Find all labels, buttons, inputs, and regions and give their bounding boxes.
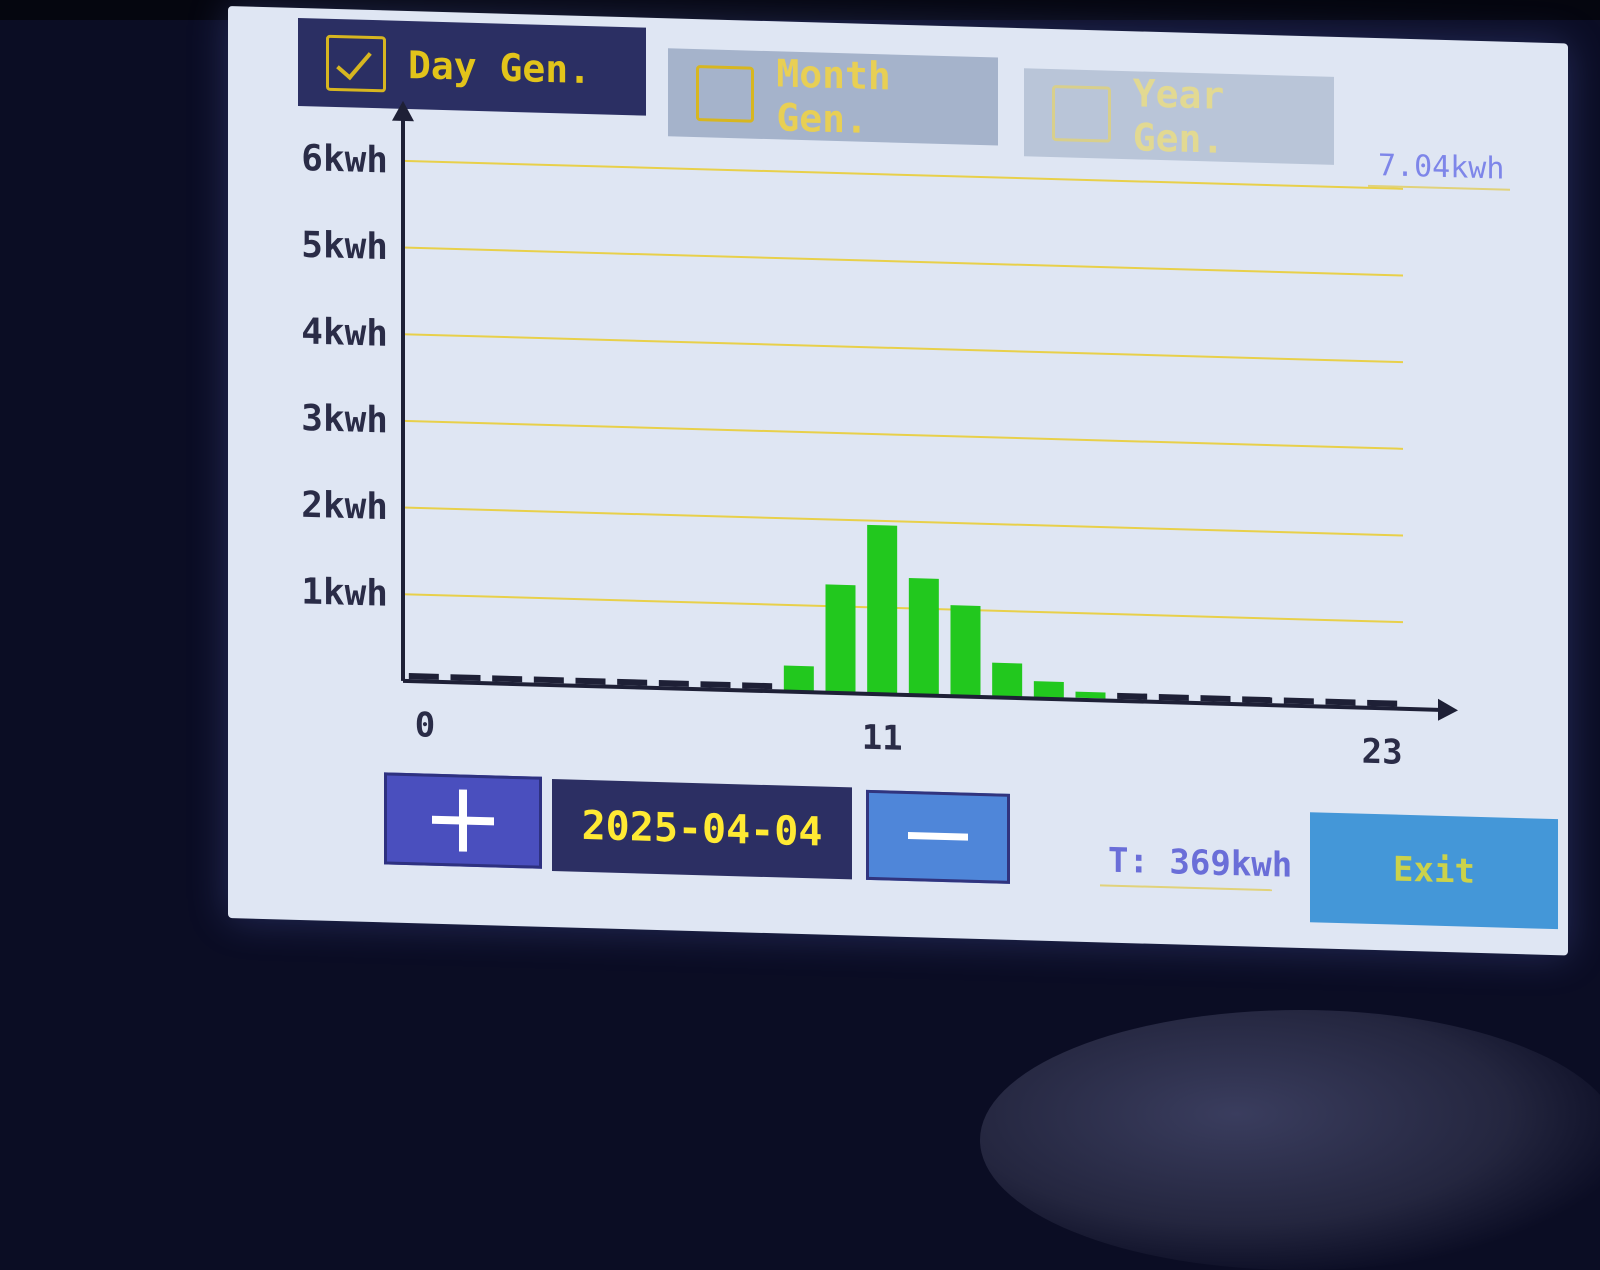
grid-line — [403, 419, 1403, 450]
y-tick-label: 5kwh — [301, 225, 388, 268]
date-display: 2025-04-04 — [552, 779, 852, 880]
x-tick-label: 23 — [1362, 732, 1403, 773]
bar-hour-14 — [992, 662, 1023, 699]
bar-hour-12 — [908, 578, 939, 696]
bar-hour-4 — [575, 677, 606, 685]
bar-hour-11 — [867, 524, 898, 695]
bar-hour-10 — [825, 584, 856, 694]
bar-hour-1 — [450, 674, 481, 682]
checked-checkbox-icon — [326, 34, 386, 93]
plus-icon — [432, 789, 494, 852]
bar-hour-23 — [1367, 699, 1398, 707]
x-tick-label: 0 — [415, 705, 435, 746]
bar-hour-21 — [1283, 697, 1314, 705]
lifetime-total-value: T: 369kwh — [1108, 840, 1293, 886]
bar-hour-0 — [408, 673, 439, 680]
bar-hour-15 — [1033, 681, 1064, 700]
x-tick-label: 11 — [862, 718, 903, 759]
grid-line — [403, 246, 1403, 277]
bar-hour-18 — [1158, 694, 1189, 701]
y-tick-label: 3kwh — [301, 398, 388, 441]
exit-button[interactable]: Exit — [1310, 812, 1558, 930]
y-tick-label: 4kwh — [301, 311, 388, 354]
next-date-button[interactable] — [384, 772, 542, 869]
previous-date-button[interactable] — [866, 789, 1010, 884]
grid-line — [403, 506, 1403, 537]
y-tick-label: 1kwh — [301, 571, 388, 614]
bar-hour-3 — [533, 676, 564, 684]
grid-line — [403, 159, 1403, 190]
grid-line — [403, 333, 1403, 364]
y-tick-label: 6kwh — [301, 138, 388, 181]
inverter-screen: Day Gen. Month Gen. Year Gen. 7.04kwh 1k… — [228, 6, 1568, 956]
bar-hour-7 — [700, 681, 731, 689]
x-axis-arrow-icon — [1438, 698, 1458, 721]
bar-hour-2 — [492, 675, 523, 683]
bar-hour-20 — [1242, 696, 1273, 704]
bar-hour-17 — [1117, 692, 1148, 700]
bar-hour-13 — [950, 605, 981, 698]
bar-hour-16 — [1075, 691, 1106, 699]
bar-hour-9 — [783, 665, 814, 693]
bar-hour-22 — [1325, 698, 1356, 706]
finger-shadow — [980, 1010, 1600, 1270]
bar-hour-19 — [1200, 695, 1231, 703]
bar-hour-6 — [658, 680, 689, 687]
hourly-generation-chart: 1kwh 2kwh 3kwh 4kwh 5kwh 6kwh 0 11 23 — [301, 100, 1458, 773]
bar-hour-8 — [742, 682, 773, 690]
grid-line — [403, 593, 1403, 624]
minus-icon — [908, 831, 968, 841]
y-axis-arrow-icon — [392, 100, 414, 122]
x-axis — [403, 678, 1443, 712]
tab-day-gen-label: Day Gen. — [408, 43, 592, 93]
bar-hour-5 — [617, 678, 648, 686]
y-tick-label: 2kwh — [301, 485, 388, 528]
